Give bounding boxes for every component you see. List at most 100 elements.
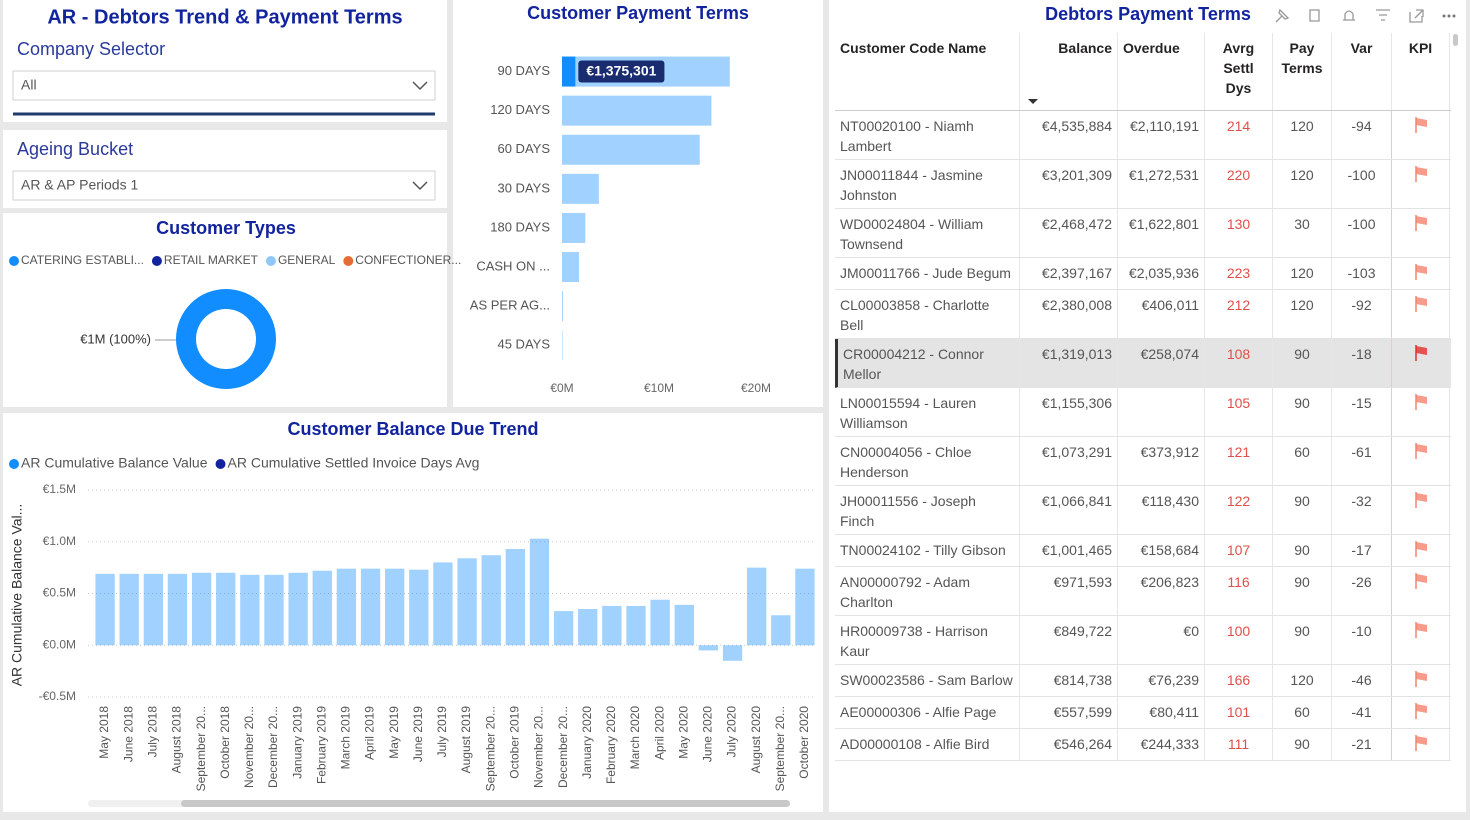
- table-row[interactable]: TN00024102 - Tilly Gibson €1,001,465 €158,…: [835, 535, 1451, 567]
- table-cell: 120: [1273, 665, 1332, 696]
- dropdown-value[interactable]: AR & AP Periods 1: [21, 177, 138, 193]
- table-row[interactable]: CL00003858 - Charlotte Bell €2,380,008 €40…: [835, 290, 1451, 339]
- column-header[interactable]: Customer Code Name: [835, 33, 1020, 110]
- bar: [240, 574, 260, 646]
- table-cell: 107: [1205, 535, 1273, 566]
- table-cell: €2,468,472: [1020, 209, 1118, 257]
- table-cell: TN00024102 - Tilly Gibson: [835, 535, 1020, 566]
- table-cell: €2,110,191: [1118, 111, 1205, 159]
- kpi-flag: [1414, 166, 1427, 182]
- legend-dot: [215, 459, 226, 469]
- legend-label: AR Cumulative Settled Invoice Days Avg: [228, 455, 480, 471]
- bar: [143, 573, 163, 646]
- pin-icon[interactable]: [1275, 8, 1290, 23]
- table-row[interactable]: AD00000108 - Alfie Bird €546,264 €244,333 1…: [835, 729, 1451, 761]
- bell-icon[interactable]: [1343, 10, 1355, 21]
- table-row[interactable]: HR00009738 - Harrison Kaur €849,722 €0 100 9…: [835, 616, 1451, 665]
- table-row[interactable]: WD00024804 - William Townsend €2,468,472 €…: [835, 209, 1451, 258]
- bar: [674, 604, 694, 646]
- bar: [457, 558, 477, 646]
- table-cell: AN00000792 - Adam Charlton: [835, 567, 1020, 615]
- x-tick-label: May 2018: [97, 706, 111, 759]
- table-cell: €1,272,531: [1118, 160, 1205, 208]
- chevron[interactable]: [412, 181, 428, 191]
- table-row[interactable]: JM00011766 - Jude Begum €2,397,167 €2,035,…: [835, 258, 1451, 290]
- table-row[interactable]: JH00011556 - Joseph Finch €1,066,841 €118,…: [835, 486, 1451, 535]
- table-row[interactable]: JN00011844 - Jasmine Johnston €3,201,309 €…: [835, 160, 1451, 209]
- dropdown-value[interactable]: All: [21, 77, 37, 93]
- table-cell: 116: [1205, 567, 1273, 615]
- table-cell: €76,239: [1118, 665, 1205, 696]
- filter-icon[interactable]: [1376, 9, 1390, 21]
- x-tick-label: February 2019: [314, 706, 328, 784]
- table-row[interactable]: LN00015594 - Lauren Williamson €1,155,306…: [835, 388, 1451, 437]
- column-header[interactable]: KPI: [1392, 33, 1450, 110]
- bar: [562, 291, 563, 322]
- x-tick-label: May 2019: [387, 706, 401, 759]
- flag: [1415, 672, 1427, 681]
- x-tick-label: €20M: [741, 381, 771, 395]
- header-icons[interactable]: [1275, 8, 1424, 23]
- table-cell: 214: [1205, 111, 1273, 159]
- table-row[interactable]: CN00004056 - Chloe Henderson €1,073,291 €3…: [835, 437, 1451, 486]
- flag: [1415, 216, 1427, 225]
- table-row[interactable]: SW00023586 - Sam Barlow €814,738 €76,239 16…: [835, 665, 1451, 697]
- highlight-bar: [562, 56, 576, 87]
- bar: [95, 573, 115, 646]
- table-cell: 60: [1273, 697, 1332, 728]
- bar: [264, 574, 284, 646]
- table-cell: 90: [1273, 567, 1332, 615]
- bar: [529, 538, 550, 646]
- sort-arrow[interactable]: [1028, 99, 1038, 104]
- table-cell: €1,066,841: [1020, 486, 1118, 534]
- dropdown[interactable]: [12, 170, 436, 201]
- table-cell: €118,430: [1118, 486, 1205, 534]
- bar: [336, 568, 357, 646]
- dropdown[interactable]: [12, 70, 436, 101]
- table-scrollbar[interactable]: [1453, 34, 1458, 46]
- column-header[interactable]: Avrg Settl Dys: [1205, 33, 1273, 110]
- kpi-cell: [1392, 388, 1450, 436]
- column-header[interactable]: Pay Terms: [1273, 33, 1332, 110]
- table-cell: -17: [1332, 535, 1392, 566]
- table-row[interactable]: AN00000792 - Adam Charlton €971,593 €206,8…: [835, 567, 1451, 616]
- more-icon[interactable]: [1442, 14, 1456, 18]
- scroll-thumb[interactable]: [181, 800, 790, 807]
- expand-icon[interactable]: [1409, 9, 1424, 23]
- table-cell: AD00000108 - Alfie Bird: [835, 729, 1020, 760]
- bar: [562, 173, 599, 204]
- table-cell: JN00011844 - Jasmine Johnston: [835, 160, 1020, 208]
- kpi-cell: [1392, 437, 1450, 485]
- kpi-flag: [1414, 573, 1427, 589]
- copy-icon[interactable]: [1309, 9, 1320, 22]
- table-cell: 111: [1205, 729, 1273, 760]
- table-cell: 108: [1205, 339, 1273, 387]
- legend-dot: [9, 459, 19, 469]
- flag: [1415, 265, 1427, 274]
- table-cell: €971,593: [1020, 567, 1118, 615]
- kpi-flag: [1414, 394, 1427, 410]
- column-header[interactable]: Var: [1332, 33, 1392, 110]
- chevron[interactable]: [412, 81, 428, 91]
- table-cell: 120: [1273, 160, 1332, 208]
- x-tick-label: October 2020: [797, 706, 811, 779]
- kpi-cell: [1392, 339, 1450, 387]
- dot[interactable]: [1447, 14, 1451, 18]
- table-row[interactable]: CR00004212 - Connor Mellor €1,319,013 €258…: [835, 339, 1451, 388]
- table-cell: 120: [1273, 290, 1332, 338]
- bar: [191, 572, 212, 646]
- bar: [562, 134, 700, 165]
- bar: [747, 567, 767, 646]
- column-header[interactable]: Balance: [1020, 33, 1118, 110]
- x-tick-label: August 2019: [459, 706, 473, 774]
- bar: [433, 562, 453, 646]
- table-cell: €158,684: [1118, 535, 1205, 566]
- y-tick-label: 180 DAYS: [490, 219, 550, 234]
- dot[interactable]: [1442, 14, 1446, 18]
- kpi-cell: [1392, 111, 1450, 159]
- table-row[interactable]: AE00000306 - Alfie Page €557,599 €80,411 10…: [835, 697, 1451, 729]
- table-row[interactable]: NT00020100 - Niamh Lambert €4,535,884 €2,1…: [835, 111, 1451, 160]
- x-tick-label: December 20...: [266, 706, 280, 788]
- dot[interactable]: [1452, 14, 1456, 18]
- column-header[interactable]: Overdue: [1118, 33, 1205, 110]
